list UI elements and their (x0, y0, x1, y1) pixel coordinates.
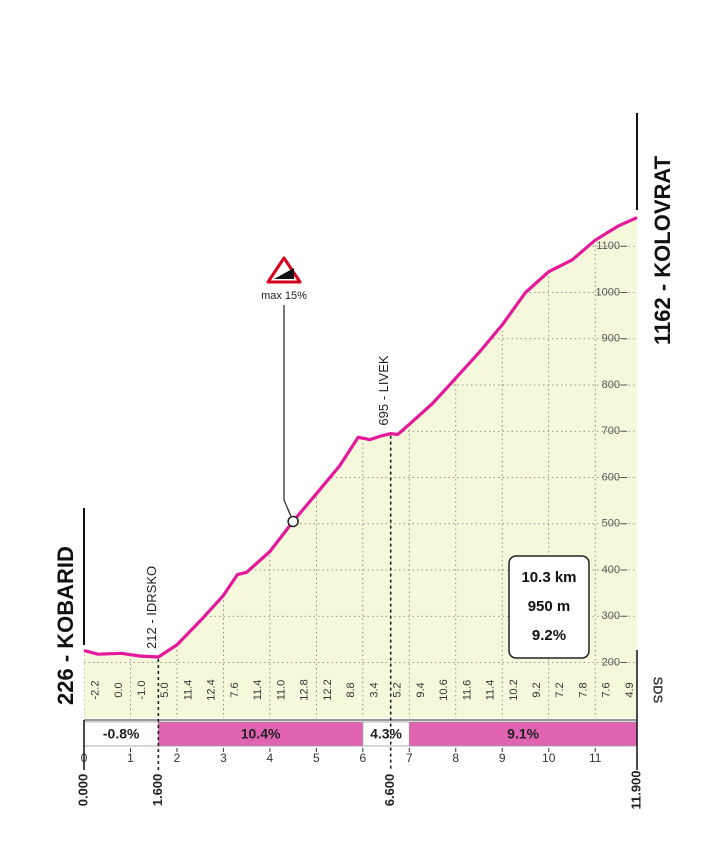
segment-gradient: 0.0 (113, 682, 125, 697)
profile-fill (84, 217, 637, 718)
credit: SDS (651, 677, 666, 704)
km-marker: 1.600 (150, 774, 165, 807)
gradient-band (408, 721, 638, 747)
y-tick-label: 900 (602, 333, 620, 345)
segment-gradient: 7.6 (601, 682, 613, 697)
place-label: 212 - IDRSKO (144, 566, 159, 649)
summary-line: 10.3 km (521, 569, 576, 586)
x-tick-label: 11 (589, 751, 602, 765)
max-gradient-point (287, 515, 299, 528)
x-tick-label: 1 (127, 751, 134, 765)
y-tick-label: 1000 (596, 286, 620, 298)
km-marker: 0.000 (75, 774, 90, 807)
segment-gradient: 3.4 (368, 682, 380, 697)
summary-line: 950 m (528, 598, 571, 615)
gradient-band-label: -0.8% (103, 726, 140, 742)
x-tick-label: 9 (499, 751, 506, 765)
y-tick-label: 300 (602, 610, 620, 622)
x-tick-label: 3 (220, 751, 227, 765)
y-tick-label: 800 (602, 379, 620, 391)
km-marker: 11.900 (628, 770, 643, 809)
segment-gradient: 8.8 (345, 682, 357, 697)
y-tick-label: 700 (602, 425, 620, 437)
gradient-band-label: 10.4% (241, 726, 281, 742)
y-tick-label: 200 (602, 656, 620, 668)
segment-gradient: 12.2 (322, 679, 334, 700)
segment-gradient: 11.4 (485, 680, 497, 701)
segment-gradient: 7.6 (229, 682, 241, 697)
x-tick-label: 2 (174, 751, 181, 765)
finish-label: 1162 - KOLOVRAT (650, 155, 675, 345)
x-tick-label: 10 (542, 751, 556, 765)
x-tick-label: 4 (267, 751, 274, 765)
x-tick-label: 7 (406, 751, 413, 765)
gradient-band-label: 9.1% (507, 726, 539, 742)
x-tick-label: 8 (452, 751, 459, 765)
segment-gradient: 9.4 (415, 682, 427, 697)
segment-gradient: 10.2 (508, 679, 520, 700)
profile-line (83, 216, 638, 659)
warning-slope (274, 268, 294, 279)
segment-gradient: -2.2 (90, 681, 102, 700)
km-marker: 6.600 (382, 774, 397, 807)
summary-box (508, 555, 590, 659)
segment-gradient: 7.2 (554, 682, 566, 697)
y-tick-label: 400 (602, 564, 620, 576)
y-tick-label: 500 (602, 518, 620, 530)
segment-gradient: 4.9 (624, 682, 636, 697)
gradient-band-label: 4.3% (370, 726, 402, 742)
x-tick-label: 5 (313, 751, 320, 765)
segment-gradient: 11.4 (182, 680, 194, 701)
start-label: 226 - KOBARID (53, 546, 78, 705)
segment-gradient: 5.0 (159, 682, 171, 697)
segment-gradient: 9.2 (531, 682, 543, 697)
max-gradient-pointer (283, 305, 294, 522)
segment-gradient: 11.4 (252, 680, 264, 701)
segment-gradient: 5.2 (392, 682, 404, 697)
place-label: 695 - LIVEK (376, 355, 391, 425)
max-gradient-label: max 15% (261, 290, 307, 302)
summary-line: 9.2% (532, 627, 566, 644)
segment-gradient: -1.0 (136, 681, 148, 700)
segment-gradient: 12.8 (299, 679, 311, 700)
y-tick-label: 600 (602, 471, 620, 483)
segment-gradient: 11.0 (275, 680, 287, 701)
segment-gradient: 7.8 (577, 682, 589, 697)
segment-gradient: 12.4 (206, 679, 218, 700)
segment-gradient: 10.6 (438, 679, 450, 700)
segment-gradient: 11.6 (461, 680, 473, 701)
x-tick-label: 6 (359, 751, 366, 765)
y-tick-label: 1100 (596, 240, 620, 252)
